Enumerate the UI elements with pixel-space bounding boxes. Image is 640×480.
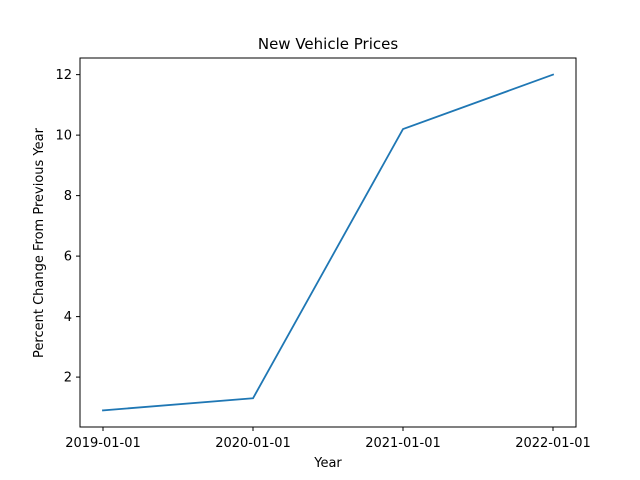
y-tick-label: 6 [64, 250, 72, 265]
chart-title: New Vehicle Prices [258, 35, 398, 53]
x-tick-label: 2021-01-01 [365, 436, 441, 451]
x-axis-label: Year [313, 456, 342, 471]
x-tick-label: 2020-01-01 [215, 436, 291, 451]
plot-area [102, 73, 555, 412]
x-tick-label: 2022-01-01 [515, 436, 591, 451]
y-axis: 2 4 6 8 10 12 [55, 68, 80, 386]
y-tick-label: 12 [55, 68, 72, 83]
y-tick-label: 10 [55, 129, 72, 144]
axes-frame [79, 57, 577, 428]
x-tick-label: 2019-01-01 [65, 436, 141, 451]
y-tick-label: 2 [64, 371, 72, 386]
x-axis: 2019-01-01 2020-01-01 2021-01-01 2022-01-01 [65, 427, 591, 451]
series-line [102, 73, 555, 412]
y-tick-label: 8 [64, 189, 72, 204]
y-tick-label: 4 [64, 310, 72, 325]
y-axis-label: Percent Change From Previous Year [32, 127, 47, 358]
